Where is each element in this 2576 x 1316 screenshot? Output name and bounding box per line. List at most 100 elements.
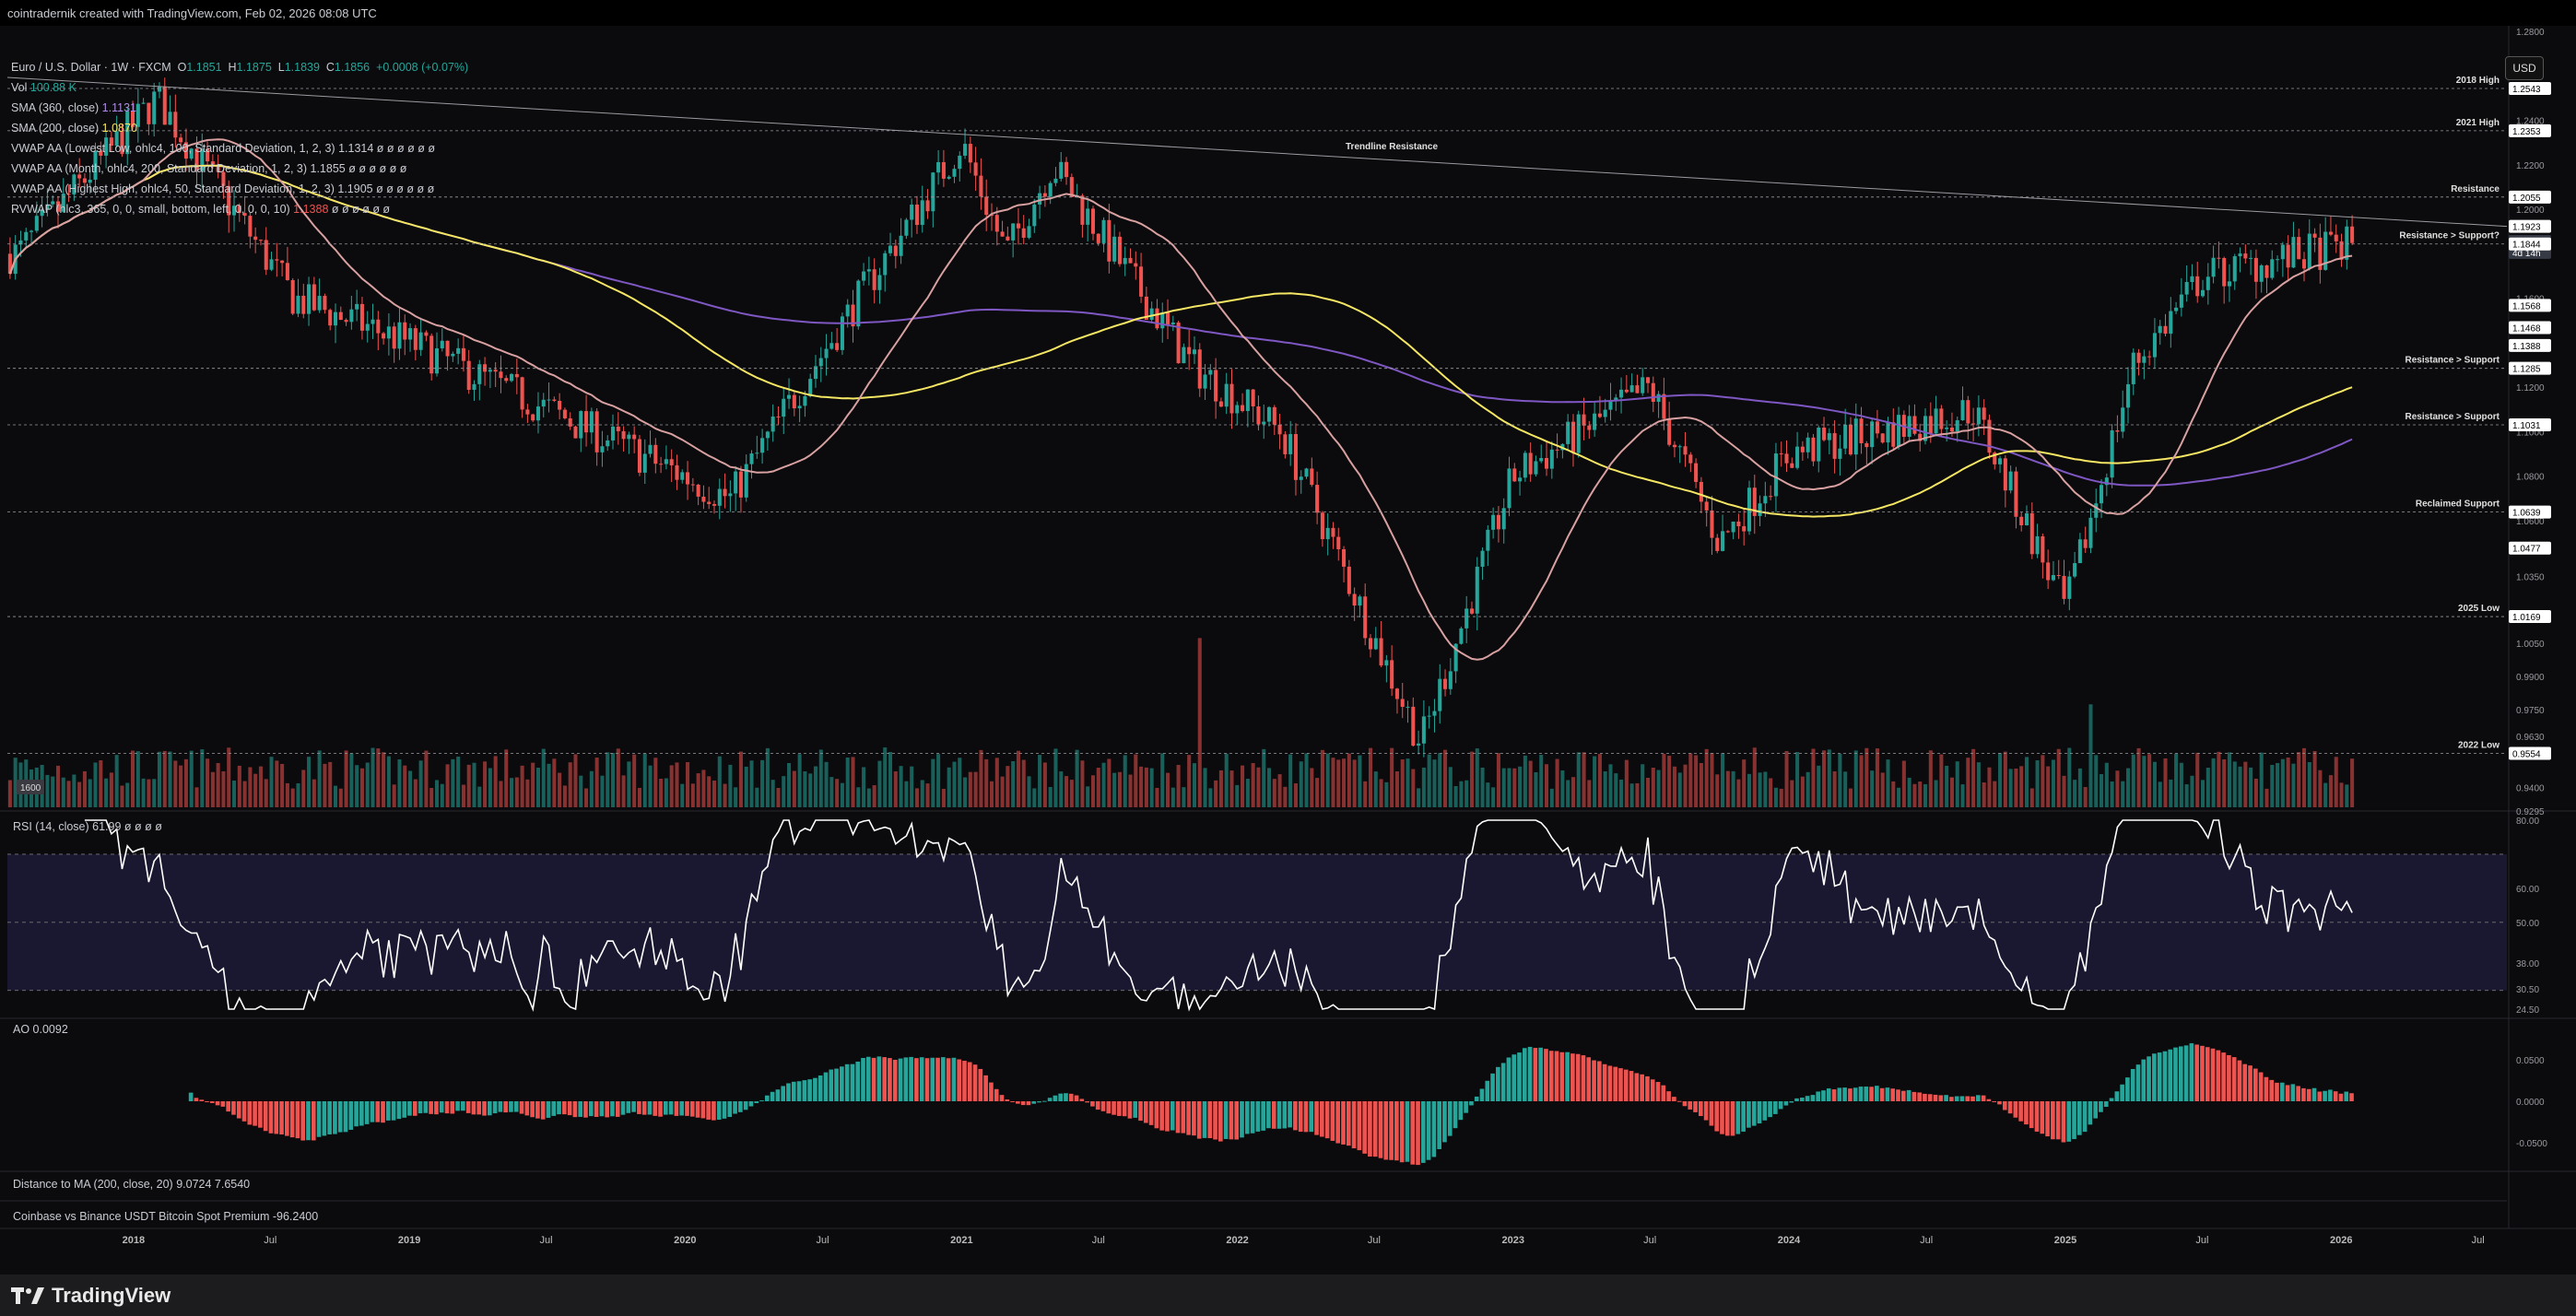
- volume-bar: [2019, 766, 2024, 807]
- ao-bar: [637, 1101, 641, 1114]
- ao-bar: [898, 1058, 903, 1101]
- candle-body: [1597, 413, 1602, 417]
- candle-body: [1576, 414, 1581, 453]
- candle-body: [2019, 516, 2024, 526]
- ao-bar: [1629, 1071, 1634, 1101]
- ao-tick: 0.0000: [2516, 1098, 2545, 1108]
- ao-bar: [1127, 1101, 1133, 1119]
- volume-bar: [1117, 771, 1122, 807]
- ao-bar: [2162, 1051, 2168, 1101]
- trendline: [6, 76, 2508, 228]
- candle-body: [2323, 231, 2328, 270]
- volume-bar: [1475, 748, 1479, 807]
- volume-bar: [2169, 779, 2173, 807]
- ao-bar: [429, 1101, 433, 1114]
- ao-bar: [333, 1101, 337, 1134]
- volume-bar: [1486, 782, 1490, 807]
- volume-bar: [1000, 776, 1005, 807]
- ao-bar: [1399, 1101, 1405, 1163]
- candle-body: [1603, 409, 1607, 417]
- volume-bar: [824, 761, 829, 807]
- candle-body: [514, 373, 519, 378]
- candle-body: [1475, 566, 1479, 614]
- candle-body: [547, 399, 551, 401]
- candle-body: [1806, 437, 1810, 452]
- ao-bar: [1122, 1101, 1127, 1117]
- ao-bar: [876, 1056, 882, 1101]
- ao-bar: [2258, 1072, 2264, 1101]
- price-badge: [2509, 417, 2551, 431]
- ao-bar: [2173, 1047, 2178, 1101]
- volume-bar: [1421, 767, 1426, 807]
- volume-bar: [2301, 747, 2307, 807]
- ao-bar: [562, 1101, 567, 1115]
- ao-bar: [1037, 1101, 1041, 1103]
- ao-bar: [1288, 1101, 1292, 1128]
- brand[interactable]: TradingView: [11, 1284, 171, 1308]
- candle-body: [2307, 233, 2311, 269]
- chart-area[interactable]: 2018 High 2021 High Resistance Resistance >…: [0, 26, 2576, 1275]
- ao-bar: [941, 1057, 946, 1101]
- candle-body: [2318, 237, 2323, 270]
- ao-bar: [1324, 1101, 1330, 1139]
- ao-bar: [1464, 1101, 1468, 1113]
- volume-bar: [1453, 785, 1458, 807]
- candle-body: [2232, 256, 2237, 282]
- ao-bar: [205, 1101, 209, 1102]
- ao-bar: [1293, 1101, 1298, 1131]
- candle-body: [382, 333, 386, 339]
- candle-body: [1288, 434, 1293, 454]
- volume-bar: [1448, 767, 1453, 807]
- volume-bar: [1656, 770, 1661, 807]
- candle-body: [216, 164, 220, 172]
- currency-button[interactable]: USD: [2505, 56, 2544, 80]
- ao-bar: [1362, 1101, 1367, 1154]
- volume-bar: [2136, 747, 2141, 807]
- volume-bar: [749, 760, 754, 807]
- candle-body: [1469, 608, 1475, 614]
- volume-bar: [2088, 704, 2093, 807]
- volume-bar: [2003, 751, 2007, 807]
- volume-bar: [888, 751, 893, 807]
- time-tick: Jul: [2472, 1235, 2485, 1246]
- ao-bar: [689, 1101, 695, 1117]
- volume-bar: [1864, 747, 1869, 807]
- volume-bar: [547, 763, 551, 807]
- rsi-tick: 38.00: [2516, 959, 2539, 969]
- ao-bar: [1068, 1093, 1074, 1101]
- candle-body: [440, 340, 444, 349]
- ao-bar: [199, 1099, 205, 1101]
- ao-bar: [1592, 1060, 1596, 1101]
- candle-body: [2227, 281, 2231, 287]
- volume-bar: [2046, 766, 2051, 807]
- candle-body: [2312, 233, 2317, 238]
- candle-body: [760, 438, 765, 453]
- time-tick: Jul: [2195, 1235, 2208, 1246]
- candle-body: [1779, 453, 1783, 455]
- candle-body: [1256, 405, 1261, 425]
- ao-bar: [513, 1101, 519, 1112]
- price-badge: [2509, 338, 2551, 352]
- volume-bar: [2125, 768, 2131, 807]
- volume-bar: [728, 764, 733, 807]
- candle-body: [104, 137, 109, 156]
- volume-bar: [1758, 772, 1762, 807]
- volume-bar: [931, 758, 935, 807]
- ao-bar: [2253, 1068, 2258, 1101]
- candle-body: [2121, 407, 2125, 432]
- candle-body: [707, 501, 712, 504]
- volume-bar: [1570, 777, 1575, 807]
- ao-bar: [289, 1101, 295, 1138]
- legend-sma200-row: SMA (200, close) 1.0870: [11, 122, 137, 135]
- ao-bar: [1981, 1095, 1986, 1101]
- ao-bar: [1031, 1101, 1037, 1104]
- candle-body: [179, 137, 183, 143]
- ao-bar: [2328, 1089, 2333, 1101]
- price-badge: [2509, 610, 2551, 624]
- chart-svg[interactable]: 2018 High 2021 High Resistance Resistance >…: [0, 26, 2576, 1275]
- candle-body: [600, 446, 605, 452]
- candle-body: [797, 405, 802, 409]
- candle-body: [1155, 308, 1159, 329]
- volume-bar: [1208, 788, 1213, 807]
- dist-ma-label: Distance to MA (200, close, 20) 9.0724 7…: [13, 1178, 251, 1191]
